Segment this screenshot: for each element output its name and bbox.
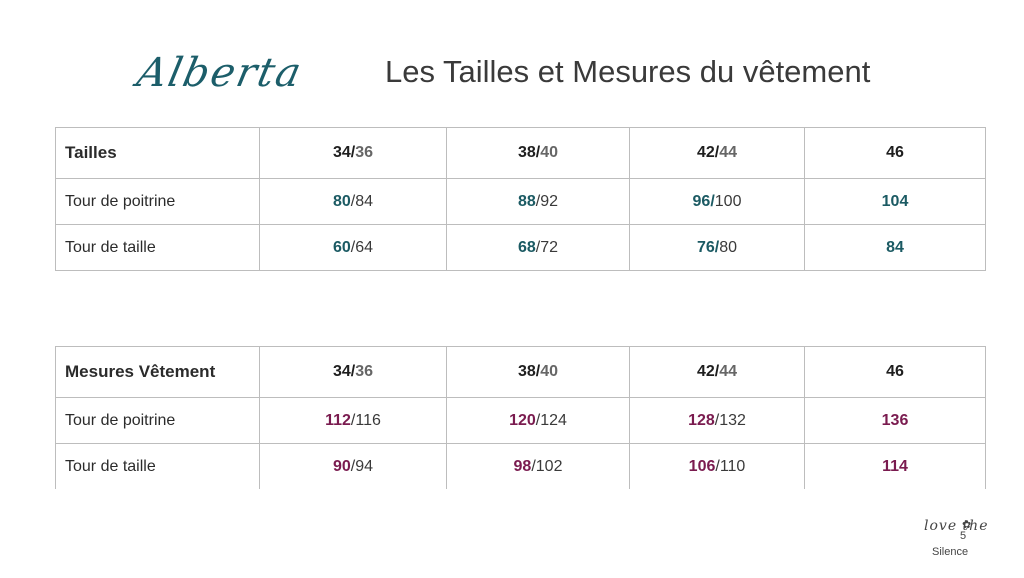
table-cell: 68/72 (446, 224, 630, 271)
page-header: Alberta Les Tailles et Mesures du vêteme… (0, 46, 1024, 106)
table-row: Tour de poitrine 112/116 120/124 128/132… (55, 397, 986, 444)
table-cell: 98/102 (446, 443, 630, 489)
sizes-table: Tailles 34/36 38/40 42/44 46 Tour de poi… (55, 127, 986, 271)
garment-measurements-table: Mesures Vêtement 34/36 38/40 42/44 46 To… (55, 346, 986, 489)
row-label: Tour de taille (55, 443, 260, 489)
size-header-cell: 46 (804, 346, 986, 398)
size-header-cell: 38/40 (446, 127, 630, 179)
logo-script-text: love the (924, 518, 989, 534)
table-header-label: Tailles (55, 127, 260, 179)
table-header-row: Mesures Vêtement 34/36 38/40 42/44 46 (55, 346, 986, 398)
table-cell: 104 (804, 178, 986, 225)
table-cell: 128/132 (629, 397, 805, 444)
table-cell: 80/84 (259, 178, 447, 225)
row-label: Tour de taille (55, 224, 260, 271)
table-cell: 106/110 (629, 443, 805, 489)
table-cell: 114 (804, 443, 986, 489)
table-cell: 120/124 (446, 397, 630, 444)
table-cell: 88/92 (446, 178, 630, 225)
table-row: Tour de poitrine 80/84 88/92 96/100 104 (55, 178, 986, 225)
brand-logo: love the ✿ 5 Silence (924, 518, 1008, 562)
flower-icon: ✿ (962, 519, 972, 531)
logo-brand-text: Silence (932, 546, 969, 558)
table-cell: 136 (804, 397, 986, 444)
table-header-row: Tailles 34/36 38/40 42/44 46 (55, 127, 986, 179)
table-row: Tour de taille 90/94 98/102 106/110 114 (55, 443, 986, 489)
row-label: Tour de poitrine (55, 178, 260, 225)
table-cell: 112/116 (259, 397, 447, 444)
size-header-cell: 34/36 (259, 346, 447, 398)
table-cell: 84 (804, 224, 986, 271)
table-cell: 90/94 (259, 443, 447, 489)
table-cell: 96/100 (629, 178, 805, 225)
size-header-cell: 42/44 (629, 127, 805, 179)
size-header-cell: 38/40 (446, 346, 630, 398)
row-label: Tour de poitrine (55, 397, 260, 444)
size-header-cell: 34/36 (259, 127, 447, 179)
size-header-cell: 42/44 (629, 346, 805, 398)
table-cell: 60/64 (259, 224, 447, 271)
table-row: Tour de taille 60/64 68/72 76/80 84 (55, 224, 986, 271)
table-header-label: Mesures Vêtement (55, 346, 260, 398)
page-title: Les Tailles et Mesures du vêtement (385, 54, 871, 89)
page-number: 5 (960, 530, 967, 542)
size-header-cell: 46 (804, 127, 986, 179)
table-cell: 76/80 (629, 224, 805, 271)
brand-script-title: Alberta (133, 50, 307, 96)
